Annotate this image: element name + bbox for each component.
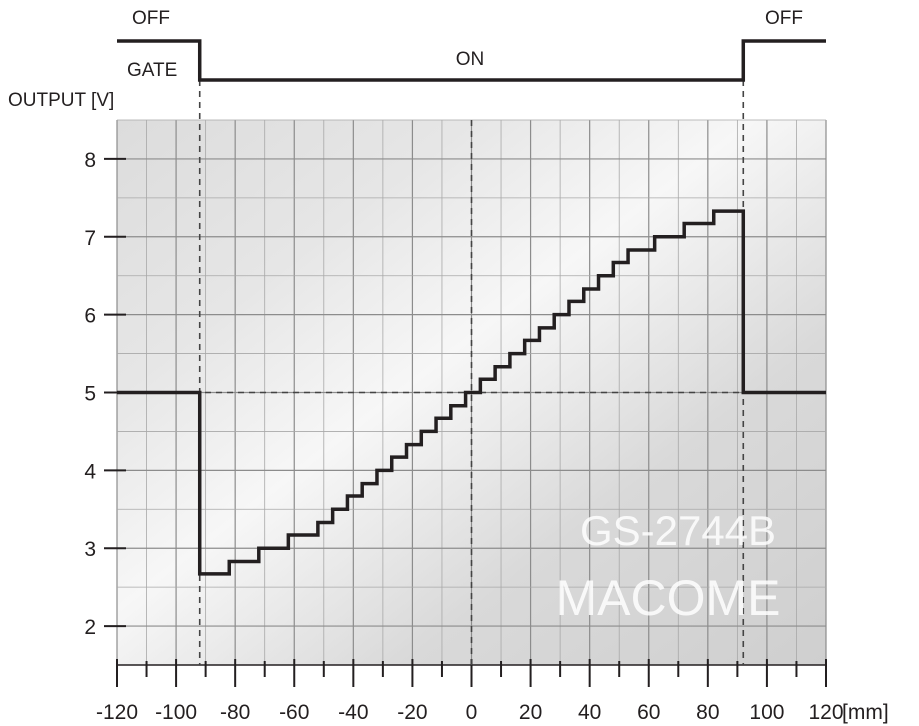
x-tick-label: -120	[96, 701, 138, 724]
y-axis-label: OUTPUT [V]	[8, 90, 114, 111]
gate-off-right-label: OFF	[765, 8, 803, 29]
gate-off-left-label: OFF	[132, 8, 170, 29]
y-tick-label: 8	[84, 149, 96, 172]
y-tick-label: 3	[84, 538, 96, 561]
x-tick-label: 100	[749, 701, 784, 724]
x-tick-label: -100	[155, 701, 197, 724]
y-tick-label: 2	[84, 616, 96, 639]
x-axis: -120 -100 -80 -60 -40 -20 0 20 40 60 80 100 120	[96, 659, 844, 724]
x-axis-unit-label: [mm]	[842, 701, 889, 724]
gate-line	[117, 39, 826, 82]
gate-label: GATE	[127, 60, 177, 81]
y-tick-label: 6	[84, 305, 96, 328]
watermark-brand: MACOME	[556, 570, 781, 626]
series-group	[117, 209, 826, 576]
x-tick-label: 60	[637, 701, 660, 724]
y-tick-label: 4	[84, 460, 96, 483]
x-tick-label: -40	[338, 701, 368, 724]
gate-on-label: ON	[456, 49, 485, 70]
x-tick-label: 20	[519, 701, 542, 724]
y-tick-label: 7	[84, 227, 96, 250]
y-axis: 2 3 4 5 6 7 8	[84, 149, 126, 639]
gate-signal	[117, 39, 826, 82]
x-tick-label: -20	[397, 701, 427, 724]
x-tick-label: 120	[808, 701, 843, 724]
x-tick-label: 80	[696, 701, 719, 724]
x-tick-label: -60	[279, 701, 309, 724]
x-tick-label: -80	[220, 701, 250, 724]
watermark-model: GS-2744B	[580, 507, 776, 554]
watermark: GS-2744B MACOME	[556, 507, 781, 626]
x-tick-label: 0	[466, 701, 478, 724]
x-tick-label: 40	[578, 701, 601, 724]
output-series-line	[117, 209, 826, 576]
y-tick-label: 5	[84, 383, 96, 406]
